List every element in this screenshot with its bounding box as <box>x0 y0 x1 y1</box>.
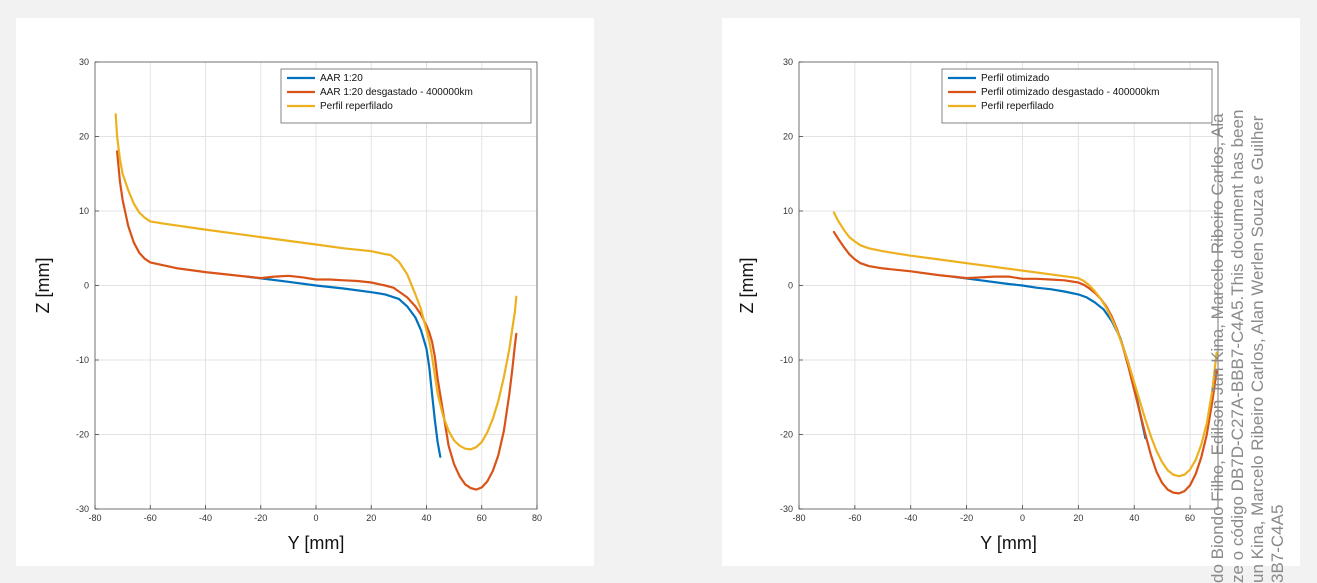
y-tick-label: 30 <box>783 57 793 67</box>
legend-box <box>280 68 532 124</box>
series-line-2 <box>115 150 518 491</box>
y-tick-label: -20 <box>76 430 89 440</box>
y-tick-label: 10 <box>79 206 89 216</box>
y-tick-label: -10 <box>780 355 793 365</box>
y-tick-label: 20 <box>783 132 793 142</box>
chart-left: -80 -60 -40 -20 0 20 40 60 80 -30 -20 -10 0 10 20 30 Y [… <box>33 57 542 553</box>
series-line-1 <box>951 275 1147 440</box>
x-tick-label: 40 <box>1129 513 1139 523</box>
x-tick-label: -40 <box>199 513 212 523</box>
watermark-line-1: do Biondo Filho, Edilson Jun Kina, Marce… <box>1208 113 1227 583</box>
x-tick-label: 20 <box>366 513 376 523</box>
legend: AAR 1:20 AAR 1:20 desgastado - 400000km Pe… <box>280 68 532 124</box>
x-tick-label: 20 <box>1073 513 1083 523</box>
y-tick-label: 0 <box>788 281 793 291</box>
watermark-line-2: ze o código DB7D-C27A-BBB7-C4A5.This doc… <box>1228 109 1247 583</box>
legend-label-2: AAR 1:20 desgastado - 400000km <box>320 87 473 98</box>
legend-label-2: Perfil otimizado desgastado - 400000km <box>981 87 1159 98</box>
x-tick-label: 0 <box>313 513 318 523</box>
x-axis-label: Y [mm] <box>980 533 1037 553</box>
series-line-3 <box>832 211 1218 478</box>
x-tick-label: 40 <box>421 513 431 523</box>
watermark-line-3: un Kina, Marcelo Ribeiro Carlos, Alan We… <box>1248 115 1267 583</box>
grid <box>798 61 1218 510</box>
y-tick-label: -20 <box>780 430 793 440</box>
legend: Perfil otimizado Perfil otimizado desgast… <box>941 68 1213 124</box>
chart-right: -80 -60 -40 -20 0 20 40 60 -30 -20 -10 0 10 20 30 Y [mm… <box>737 57 1219 553</box>
y-tick-label: -30 <box>76 504 89 514</box>
x-tick-label: 80 <box>532 513 542 523</box>
x-axis-label: Y [mm] <box>288 533 345 553</box>
chart-panel-right: -80 -60 -40 -20 0 20 40 60 -30 -20 -10 0 10 20 30 Y [mm… <box>722 18 1300 566</box>
legend-label-3: Perfil reperfilado <box>320 101 393 112</box>
x-tick-label: -80 <box>792 513 805 523</box>
watermark-line-4: 3B7-C4A5 <box>1268 504 1287 583</box>
y-axis-label: Z [mm] <box>737 258 757 314</box>
series-line-3 <box>114 113 518 451</box>
legend-label-3: Perfil reperfilado <box>981 101 1054 112</box>
chart-panel-left: -80 -60 -40 -20 0 20 40 60 80 -30 -20 -10 0 10 20 30 Y [… <box>16 18 594 566</box>
y-axis-label: Z [mm] <box>33 258 53 314</box>
x-tick-label: -80 <box>88 513 101 523</box>
x-tick-label: -60 <box>848 513 861 523</box>
x-tick-label: -20 <box>960 513 973 523</box>
x-tick-label: 0 <box>1020 513 1025 523</box>
y-tick-label: 30 <box>79 57 89 67</box>
series-line-1 <box>245 275 442 458</box>
series-group <box>832 211 1218 495</box>
y-tick-label: 10 <box>783 206 793 216</box>
x-tick-label: -20 <box>254 513 267 523</box>
y-tick-label: 0 <box>84 281 89 291</box>
x-tick-label: 60 <box>477 513 487 523</box>
legend-label-1: Perfil otimizado <box>981 73 1050 84</box>
legend-box <box>941 68 1213 124</box>
document-watermark: do Biondo Filho, Edilson Jun Kina, Marce… <box>1208 0 1317 583</box>
legend-label-1: AAR 1:20 <box>320 73 363 84</box>
x-tick-label: -60 <box>144 513 157 523</box>
y-tick-label: -30 <box>780 504 793 514</box>
series-group <box>114 113 518 491</box>
y-tick-label: -10 <box>76 355 89 365</box>
x-tick-label: 60 <box>1185 513 1195 523</box>
y-tick-label: 20 <box>79 132 89 142</box>
x-tick-label: -40 <box>904 513 917 523</box>
